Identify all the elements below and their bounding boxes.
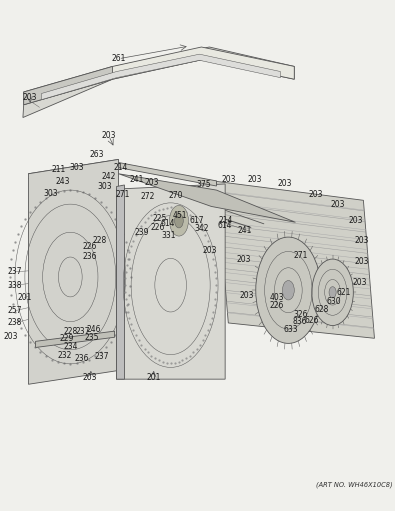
- Polygon shape: [117, 184, 225, 379]
- Polygon shape: [24, 66, 113, 105]
- Text: 234: 234: [63, 342, 77, 351]
- Text: 338: 338: [8, 281, 22, 290]
- Text: 226: 226: [83, 242, 97, 251]
- Text: 203: 203: [354, 257, 369, 266]
- Text: 225: 225: [153, 214, 167, 223]
- Text: 236: 236: [75, 354, 89, 363]
- Text: 237: 237: [76, 327, 90, 336]
- Text: 303: 303: [97, 182, 112, 191]
- Ellipse shape: [256, 237, 321, 343]
- Text: 236: 236: [83, 252, 97, 261]
- Text: 614: 614: [218, 221, 232, 230]
- Text: 239: 239: [135, 228, 149, 237]
- Text: 232: 232: [58, 351, 72, 360]
- Text: 836: 836: [293, 317, 307, 327]
- Text: 203: 203: [4, 332, 18, 341]
- Text: 228: 228: [63, 327, 77, 336]
- Text: 375: 375: [196, 180, 211, 190]
- Text: 203: 203: [102, 131, 116, 140]
- Text: (ART NO. WH46X10C8): (ART NO. WH46X10C8): [316, 481, 393, 487]
- Text: 243: 243: [55, 177, 70, 186]
- Text: 617: 617: [190, 216, 204, 225]
- Text: 237: 237: [95, 352, 109, 361]
- Text: 214: 214: [219, 216, 233, 225]
- Text: 626: 626: [304, 316, 318, 326]
- Text: 238: 238: [8, 318, 22, 328]
- Ellipse shape: [329, 287, 336, 298]
- Text: 271: 271: [115, 190, 130, 199]
- Text: 403: 403: [270, 293, 285, 302]
- Text: 257: 257: [8, 306, 22, 315]
- Ellipse shape: [312, 259, 353, 326]
- Text: 201: 201: [146, 373, 160, 382]
- Text: 203: 203: [202, 246, 216, 255]
- Text: 246: 246: [87, 325, 101, 334]
- Text: 633: 633: [283, 325, 298, 334]
- Polygon shape: [24, 47, 294, 105]
- Ellipse shape: [282, 281, 294, 300]
- Text: 271: 271: [293, 251, 307, 260]
- Text: 203: 203: [248, 175, 262, 184]
- Text: 241: 241: [129, 175, 143, 184]
- Text: 226: 226: [269, 301, 284, 310]
- Polygon shape: [118, 174, 295, 222]
- Text: 263: 263: [90, 150, 104, 159]
- Text: 203: 203: [352, 277, 367, 287]
- Polygon shape: [216, 181, 374, 338]
- Text: 203: 203: [277, 179, 292, 189]
- Text: 241: 241: [238, 226, 252, 236]
- Text: 242: 242: [102, 172, 116, 181]
- Text: 621: 621: [337, 288, 351, 297]
- Text: 261: 261: [111, 54, 126, 63]
- Polygon shape: [36, 331, 115, 347]
- Ellipse shape: [169, 205, 188, 236]
- Text: 203: 203: [145, 178, 159, 187]
- Text: 203: 203: [331, 200, 345, 209]
- Polygon shape: [117, 185, 124, 379]
- Text: 203: 203: [222, 175, 236, 184]
- Text: 270: 270: [169, 191, 183, 200]
- Text: 342: 342: [194, 224, 209, 234]
- Text: 203: 203: [309, 190, 323, 199]
- Ellipse shape: [175, 214, 183, 228]
- Polygon shape: [41, 54, 280, 100]
- Text: 628: 628: [315, 305, 329, 314]
- Text: 203: 203: [23, 92, 37, 102]
- Text: 229: 229: [59, 334, 73, 343]
- Text: 331: 331: [162, 230, 176, 240]
- Text: 614: 614: [161, 219, 175, 228]
- Text: 203: 203: [348, 216, 363, 225]
- Text: 228: 228: [92, 236, 107, 245]
- Text: 203: 203: [240, 291, 254, 300]
- Polygon shape: [118, 162, 216, 186]
- Text: 303: 303: [70, 163, 85, 172]
- Polygon shape: [23, 47, 294, 118]
- Text: 451: 451: [173, 211, 187, 220]
- Text: 630: 630: [326, 297, 341, 306]
- Text: 203: 203: [354, 236, 369, 245]
- Text: 237: 237: [8, 267, 22, 276]
- Text: 235: 235: [85, 333, 99, 342]
- Polygon shape: [28, 159, 118, 384]
- Text: 203: 203: [83, 373, 97, 382]
- Text: 203: 203: [237, 255, 251, 264]
- Text: 226: 226: [151, 223, 165, 232]
- Text: 214: 214: [113, 163, 128, 172]
- Text: 211: 211: [51, 165, 66, 174]
- Text: 326: 326: [294, 310, 308, 319]
- Text: 272: 272: [141, 192, 155, 201]
- Text: 201: 201: [17, 293, 32, 302]
- Text: 303: 303: [43, 189, 58, 198]
